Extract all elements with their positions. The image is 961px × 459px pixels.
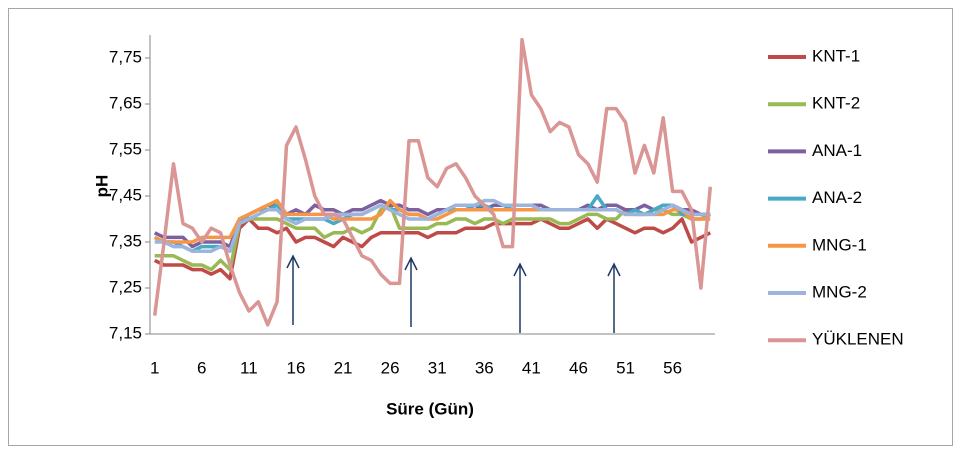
arrow <box>286 254 300 325</box>
legend-label: KNT-2 <box>812 94 860 113</box>
y-axis-title: pH <box>92 175 111 198</box>
x-tick-label: 41 <box>522 358 541 377</box>
x-tick-label: 1 <box>150 358 159 377</box>
series-line <box>154 198 711 253</box>
y-tick-label: 7,25 <box>109 277 142 296</box>
arrow <box>607 262 621 333</box>
legend-label: MNG-2 <box>812 282 867 301</box>
x-tick-label: 31 <box>428 358 447 377</box>
legend-label: YÜKLENEN <box>812 330 904 349</box>
y-tick-label: 7,75 <box>109 47 142 66</box>
arrow <box>404 256 418 327</box>
annotation-arrows <box>286 254 621 333</box>
x-tick-label: 6 <box>197 358 206 377</box>
series-line <box>152 37 713 327</box>
x-tick-label: 11 <box>240 358 258 377</box>
x-tick-label: 46 <box>569 358 588 377</box>
legend-label: MNG-1 <box>812 235 867 254</box>
x-tick-label: 26 <box>381 358 400 377</box>
legend-label: KNT-1 <box>812 46 860 65</box>
y-tick-label: 7,45 <box>109 185 142 204</box>
x-tick-label: 21 <box>334 358 353 377</box>
x-tick-label: 56 <box>663 358 682 377</box>
y-tick-label: 7,65 <box>109 93 142 112</box>
legend-label: ANA-2 <box>812 188 862 207</box>
x-tick-label: 51 <box>616 358 635 377</box>
y-tick-label: 7,35 <box>109 231 142 250</box>
arrow <box>513 262 527 333</box>
x-tick-label: 36 <box>475 358 494 377</box>
x-tick-label: 16 <box>286 358 305 377</box>
y-tick-label: 7,15 <box>109 323 142 342</box>
x-axis-title: Süre (Gün) <box>386 399 474 418</box>
legend-label: ANA-1 <box>812 141 862 160</box>
y-tick-label: 7,55 <box>109 139 142 158</box>
